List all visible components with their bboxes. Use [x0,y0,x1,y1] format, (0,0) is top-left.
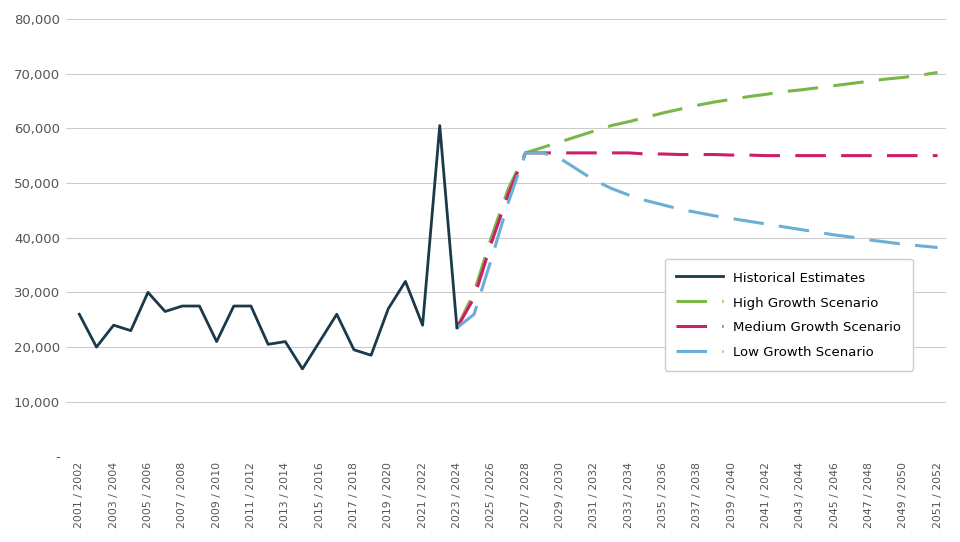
Legend: Historical Estimates, High Growth Scenario, Medium Growth Scenario, Low Growth S: Historical Estimates, High Growth Scenar… [664,259,913,371]
